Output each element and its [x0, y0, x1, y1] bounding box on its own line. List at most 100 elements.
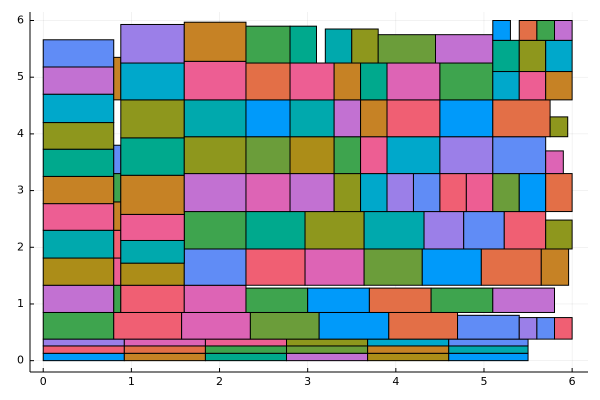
rectangle [545, 39, 573, 73]
rectangle [480, 248, 542, 286]
rectangle [377, 34, 436, 64]
rectangle [492, 287, 556, 313]
rectangle [388, 311, 459, 340]
rectangle [448, 345, 529, 354]
rectangle [113, 311, 183, 340]
rectangle [360, 173, 388, 213]
y-tick-label: 2 [17, 240, 24, 253]
rectangle [183, 284, 247, 313]
rectangle [368, 287, 432, 313]
rectangle [554, 20, 573, 41]
rectangle [333, 173, 362, 213]
rectangle [536, 20, 556, 41]
rectangle [363, 248, 423, 286]
y-tick-label: 5 [17, 70, 24, 83]
rectangle [439, 99, 494, 138]
rectangle [518, 317, 538, 340]
rectangle [289, 99, 335, 138]
rectangle [183, 173, 247, 213]
rectangle [113, 201, 122, 231]
rectangle [42, 148, 115, 177]
rectangle [333, 99, 362, 138]
rectangle [181, 311, 251, 340]
rectangle [518, 173, 547, 213]
rectangle [120, 23, 185, 64]
rectangle [183, 60, 247, 101]
rectangle [360, 136, 388, 175]
rectangle [42, 311, 115, 340]
rectangle [289, 25, 317, 64]
rectangle [42, 229, 115, 259]
rectangle [42, 345, 125, 354]
rectangle [386, 62, 441, 101]
rectangle [448, 338, 529, 347]
rectangle [123, 338, 206, 347]
rectangle [42, 257, 115, 286]
rectangle [42, 338, 125, 347]
rectangle [318, 311, 390, 340]
y-tick-label: 6 [17, 14, 24, 27]
rectangle [304, 211, 365, 250]
rectangle [434, 34, 494, 64]
rectangle [554, 317, 573, 340]
rectangle [245, 99, 291, 138]
rectangle [245, 25, 291, 64]
rectangle [492, 71, 520, 101]
rectangle [113, 257, 122, 286]
rectangle [289, 136, 335, 175]
rectangle [113, 284, 122, 313]
y-tick-label: 4 [17, 127, 24, 140]
rectangle [540, 248, 570, 286]
rectangle [183, 99, 247, 138]
rectangle [463, 211, 505, 250]
rectangle [386, 173, 414, 213]
x-tick-label: 3 [304, 375, 311, 388]
rectangle [113, 56, 122, 101]
rectangle [120, 137, 185, 176]
rectangle [42, 66, 115, 95]
rectangle [183, 21, 247, 62]
rectangle [457, 314, 520, 340]
rectangle [367, 345, 450, 354]
rectangle [120, 174, 185, 215]
rectangle [113, 173, 122, 203]
rectangle [545, 219, 573, 250]
rectangle [439, 173, 467, 213]
rectangle [518, 39, 547, 73]
x-tick-label: 6 [569, 375, 576, 388]
rectangle [536, 317, 556, 340]
x-tick-label: 5 [480, 375, 487, 388]
rectangle [289, 62, 335, 101]
rectangle [245, 211, 306, 250]
x-tick-label: 2 [216, 375, 223, 388]
rectangle [412, 173, 441, 213]
rectangle [123, 352, 206, 362]
rectangle [286, 338, 369, 347]
rectangle [120, 239, 185, 264]
x-tick-label: 0 [40, 375, 47, 388]
rectangle [549, 116, 569, 138]
rectangle [245, 62, 291, 101]
rectangle [120, 213, 185, 241]
rectangle [360, 62, 388, 101]
rectangle [492, 39, 520, 73]
rectangle [245, 287, 309, 313]
rectangle [439, 62, 494, 101]
rectangle [42, 175, 115, 205]
rectangle [545, 71, 573, 101]
rectangle [245, 173, 291, 213]
rectangle [363, 211, 425, 250]
x-tick-label: 1 [128, 375, 135, 388]
rectangle [42, 284, 115, 313]
rectangle [120, 62, 185, 101]
y-tick-label: 0 [17, 354, 24, 367]
rectangle [367, 352, 450, 362]
rectangle [289, 173, 335, 213]
y-tick-label: 3 [17, 184, 24, 197]
rectangle [307, 287, 370, 313]
rectangle [351, 28, 379, 64]
rectangle [545, 150, 564, 175]
rectangle [492, 136, 547, 175]
rectangle [123, 345, 206, 354]
